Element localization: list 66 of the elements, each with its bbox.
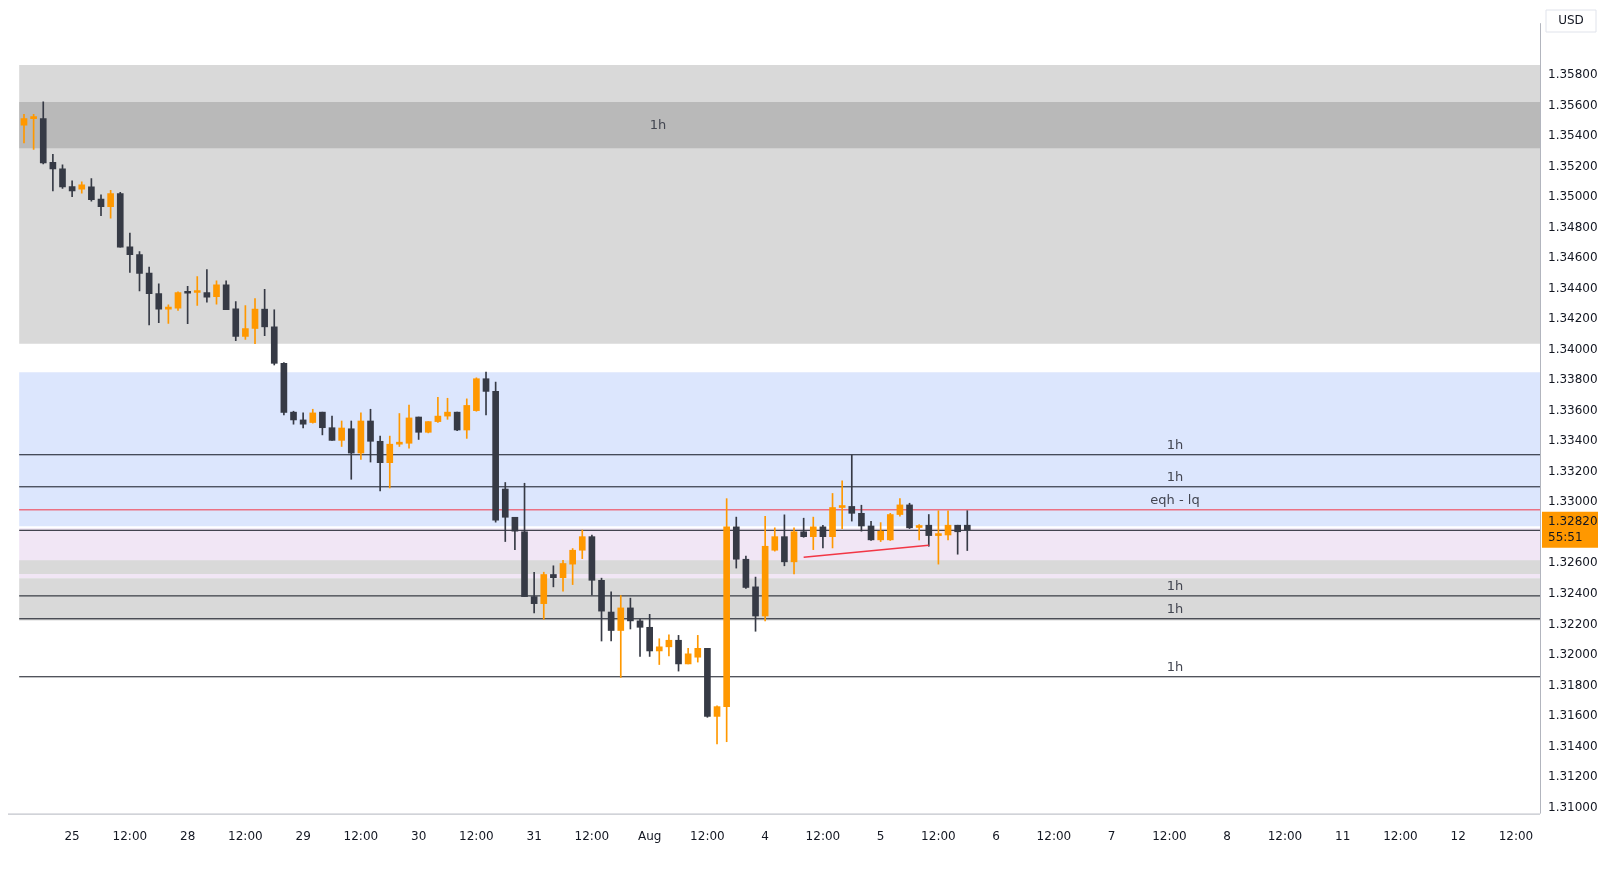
x-tick-label: 12:00 (574, 828, 610, 843)
y-tick-label: 1.33200 (1548, 463, 1598, 478)
x-tick-label: 31 (526, 828, 542, 843)
y-tick-label: 1.33000 (1548, 494, 1598, 509)
x-tick-label: 12:00 (228, 828, 263, 843)
x-tick-label: 8 (1223, 828, 1231, 843)
y-tick-label: 1.35000 (1548, 189, 1598, 204)
y-tick-label: 1.31400 (1548, 738, 1598, 753)
ref-line-label: 1h (1166, 437, 1184, 453)
candlestick (655, 638, 663, 665)
x-tick-label: 12:00 (1267, 828, 1303, 843)
y-tick-label: 1.31000 (1548, 799, 1598, 814)
y-tick-label: 1.34200 (1548, 311, 1598, 326)
y-axis-title: USD (1558, 13, 1584, 28)
y-tick-label: 1.31800 (1548, 677, 1598, 692)
x-tick-label: 4 (761, 828, 769, 843)
y-tick-label: 1.35600 (1548, 97, 1598, 112)
x-tick-label: 12:00 (690, 828, 725, 843)
x-tick-label: 30 (411, 828, 427, 843)
y-tick-label: 1.35200 (1548, 158, 1598, 173)
x-tick-label: 5 (876, 828, 885, 843)
x-tick-label: 29 (295, 828, 311, 843)
x-tick-label: 28 (179, 828, 196, 843)
y-tick-label: 1.33400 (1548, 433, 1598, 448)
x-tick-label: 12:00 (459, 828, 494, 843)
y-tick-label: 1.32200 (1548, 616, 1598, 631)
x-tick-label: 12:00 (921, 828, 956, 843)
y-tick-label: 1.34000 (1548, 341, 1598, 356)
candlestick (848, 454, 856, 522)
x-tick-label: Aug (637, 828, 662, 843)
band-label: 1h (649, 116, 667, 132)
candlestick (838, 480, 846, 529)
y-tick-label: 1.34400 (1548, 280, 1598, 295)
y-tick-label: 1.35800 (1548, 67, 1598, 82)
candlestick (530, 571, 538, 614)
x-tick-label: 7 (1107, 828, 1116, 843)
x-tick-label: 12:00 (112, 828, 148, 843)
x-tick-label: 12:00 (1383, 828, 1418, 843)
y-tick-label: 1.34600 (1548, 250, 1598, 265)
x-tick-label: 12:00 (805, 828, 841, 843)
ref-line-label: 1h (1166, 601, 1184, 617)
x-tick-label: 12 (1450, 828, 1466, 843)
y-tick-label: 1.35400 (1548, 128, 1598, 143)
y-tick-label: 1.32600 (1548, 555, 1598, 570)
candlestick (963, 510, 971, 551)
x-tick-label: 6 (992, 828, 1000, 843)
ref-line-label: 1h (1166, 578, 1184, 594)
x-tick-label: 12:00 (1152, 828, 1187, 843)
ref-line-label: 1h (1166, 469, 1184, 485)
x-tick-label: 12:00 (1036, 828, 1072, 843)
y-tick-label: 1.32000 (1548, 647, 1598, 662)
x-tick-label: 12:00 (343, 828, 379, 843)
y-tick-label: 1.33800 (1548, 372, 1598, 387)
y-tick-label: 1.32400 (1548, 586, 1598, 600)
y-tick-label: 1.31600 (1548, 708, 1598, 723)
y-tick-label: 1.34800 (1548, 219, 1598, 234)
y-tick-label: 1.31200 (1548, 769, 1598, 784)
candlestick (915, 524, 923, 541)
y-tick-label: 1.33600 (1548, 402, 1598, 417)
ref-line-label: eqh - lq (1150, 492, 1200, 508)
ref-line-label: 1h (1166, 659, 1184, 675)
y-tick-label: 1.32820 55:51 (1548, 513, 1598, 544)
x-tick-label: 11 (1335, 828, 1351, 843)
x-tick-label: 25 (64, 828, 80, 843)
x-tick-label: 12:00 (1498, 828, 1534, 843)
candlestick (193, 276, 201, 306)
